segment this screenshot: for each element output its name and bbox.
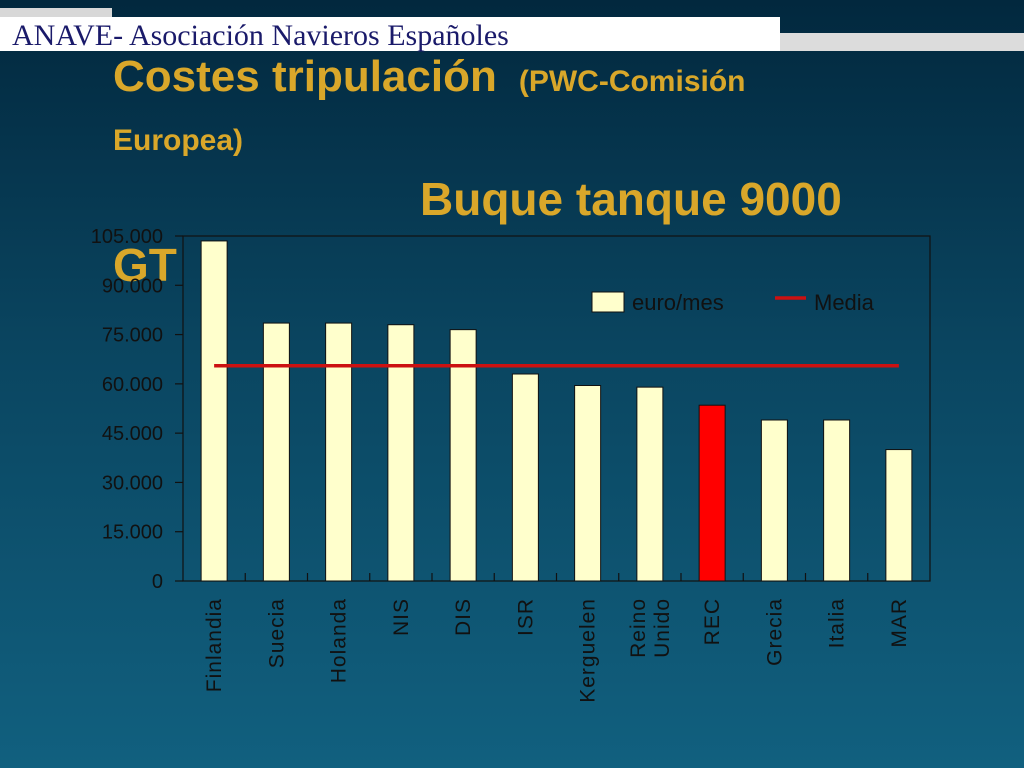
plot-frame bbox=[182, 235, 931, 582]
title-source: (PWC-Comisión bbox=[518, 65, 746, 98]
header-bar-extension bbox=[780, 33, 1024, 51]
slide-title: Costes tripulación (PWC-Comisión bbox=[113, 52, 745, 102]
y-axis: 0 15.000 30.000 45.000 60.000 75.000 90.000 105… bbox=[91, 226, 183, 593]
x-axis: Finlandia Suecia Holanda NIS DIS ISR Kerguelen… bbox=[203, 573, 911, 703]
title-source-continued: Europea) bbox=[113, 124, 244, 157]
y-tick-label: 90.000 bbox=[102, 275, 163, 297]
x-tick-label: DIS bbox=[452, 598, 475, 636]
bar bbox=[449, 329, 477, 582]
title-main: Costes tripulación bbox=[113, 52, 497, 101]
y-tick-label: 15.000 bbox=[102, 522, 163, 544]
y-tick-label: 0 bbox=[152, 571, 163, 593]
bar bbox=[574, 385, 602, 582]
slide-subtitle: Buque tanque 9000 bbox=[420, 173, 842, 225]
bar bbox=[325, 322, 353, 582]
organization-name: ANAVE- Asociación Navieros Españoles bbox=[12, 19, 509, 52]
y-tick-label: 30.000 bbox=[102, 472, 163, 494]
legend-label-bars: euro/mes bbox=[632, 290, 724, 315]
legend-label-media: Media bbox=[814, 290, 875, 315]
x-tick-label: Kerguelen bbox=[577, 598, 600, 703]
bar bbox=[636, 386, 664, 582]
slide-subtitle-continued: GT bbox=[113, 239, 177, 291]
bar bbox=[511, 373, 539, 582]
header-tab-decoration bbox=[0, 8, 112, 18]
plot-area bbox=[182, 235, 931, 582]
bar bbox=[387, 324, 415, 582]
legend: euro/mes Media bbox=[591, 290, 875, 315]
legend-swatch-bars bbox=[591, 291, 625, 313]
x-tick-label: MAR bbox=[888, 598, 911, 648]
bar bbox=[885, 449, 913, 582]
x-tick-label: NIS bbox=[390, 598, 413, 636]
x-tick-label: Holanda bbox=[328, 598, 351, 683]
x-tick-label: Finlandia bbox=[203, 598, 226, 692]
bar bbox=[200, 240, 228, 582]
x-tick-label: Suecia bbox=[265, 598, 288, 668]
x-tick-label: Grecia bbox=[763, 598, 786, 666]
x-tick-label: REC bbox=[701, 598, 724, 645]
y-tick-label: 75.000 bbox=[102, 325, 163, 347]
bar bbox=[262, 322, 290, 582]
bar bbox=[760, 419, 788, 582]
y-tick-label: 60.000 bbox=[102, 374, 163, 396]
header-bar bbox=[0, 17, 780, 51]
y-tick-label: 45.000 bbox=[102, 423, 163, 445]
x-tick-label: Unido bbox=[651, 598, 674, 658]
bar bbox=[823, 419, 851, 582]
bar bbox=[698, 404, 726, 582]
bars bbox=[200, 240, 913, 582]
x-tick-label: ISR bbox=[514, 598, 537, 636]
x-tick-label: Italia bbox=[826, 598, 849, 648]
y-tick-label: 105.000 bbox=[91, 226, 163, 248]
x-tick-label: Reino bbox=[627, 598, 650, 658]
